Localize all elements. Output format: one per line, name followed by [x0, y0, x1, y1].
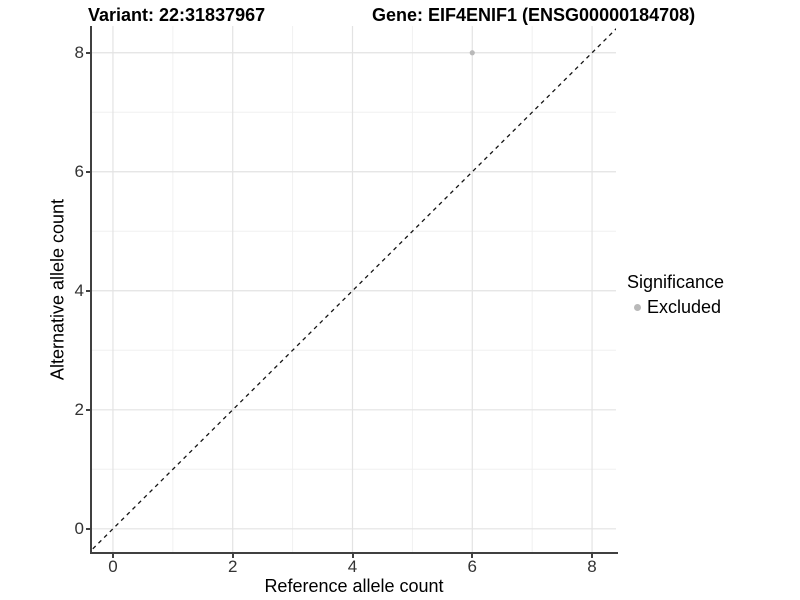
y-axis-tick-mark	[86, 408, 90, 411]
y-axis-tick-label: 8	[74, 42, 84, 62]
plot-area	[92, 26, 616, 552]
x-axis-title: Reference allele count	[264, 576, 444, 596]
identity-reference-line	[92, 28, 616, 551]
y-axis-tick-mark	[86, 170, 90, 173]
x-axis-tick-mark	[591, 554, 594, 558]
data-point-excluded	[469, 50, 475, 56]
legend-item-excluded: Excluded	[627, 297, 724, 318]
legend-title: Significance	[627, 272, 725, 292]
gene-title: Gene: EIF4ENIF1 (ENSG00000184708)	[372, 5, 696, 25]
x-axis-tick-mark	[351, 554, 354, 558]
legend-item-label: Excluded	[647, 297, 722, 317]
x-axis-tick-label: 6	[467, 557, 477, 576]
x-axis-tick-mark	[471, 554, 474, 558]
x-axis-tick-label: 8	[587, 557, 597, 576]
x-axis-tick-label: 2	[227, 557, 238, 576]
y-axis-tick-label: 4	[74, 280, 84, 300]
y-axis-tick-mark	[86, 51, 90, 54]
x-axis-tick-mark	[111, 554, 114, 558]
y-axis-tick-mark	[86, 289, 90, 292]
x-axis-tick-label: 4	[347, 557, 358, 576]
y-axis-title: Alternative allele count	[47, 198, 68, 381]
excluded-point-icon	[634, 304, 641, 311]
legend: Significance Excluded	[627, 272, 724, 318]
variant-title: Variant: 22:31837967	[88, 5, 266, 25]
y-axis-tick-label: 2	[74, 399, 84, 419]
x-axis-tick-mark	[231, 554, 234, 558]
y-axis-tick-label: 6	[74, 161, 84, 181]
x-axis-tick-label: 0	[108, 557, 118, 576]
y-axis-tick-label: 0	[74, 518, 84, 538]
plot-panel	[90, 26, 618, 554]
y-axis-tick-mark	[86, 527, 90, 530]
